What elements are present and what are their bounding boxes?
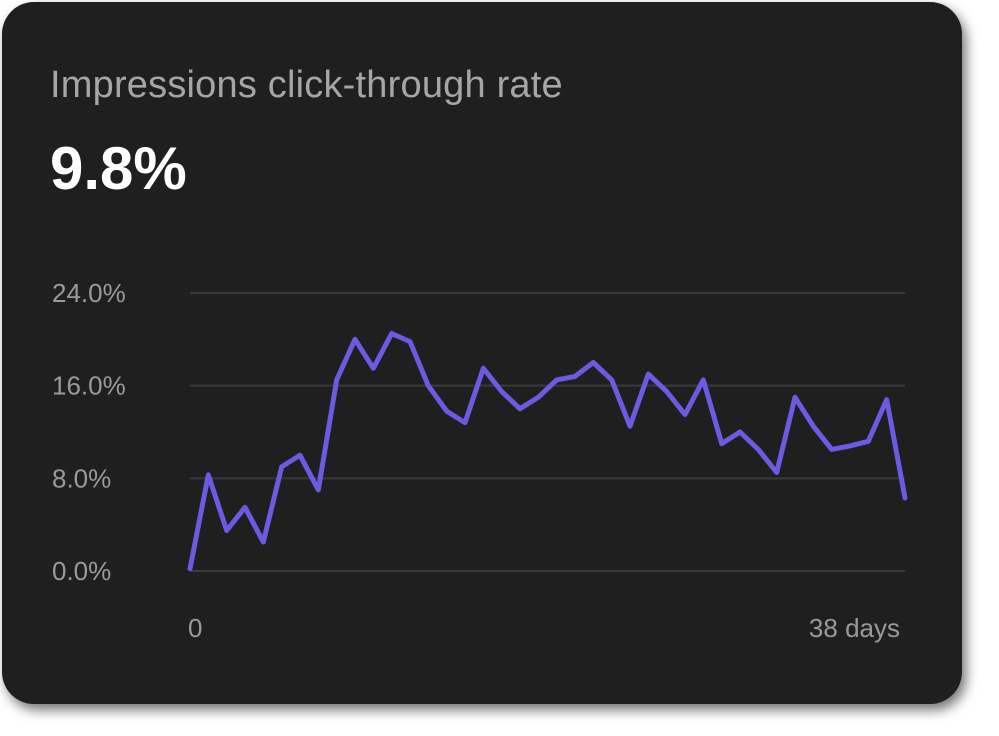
card-title: Impressions click-through rate [50, 64, 563, 106]
y-axis-labels: 0.0% 8.0% 16.0% 24.0% [52, 278, 126, 586]
x-tick-label-end: 38 days [809, 613, 900, 643]
chart-grid [190, 292, 905, 572]
y-tick-label: 16.0% [52, 371, 126, 401]
x-axis-labels: 0 38 days [188, 613, 900, 643]
ctr-value: 9.8% [50, 135, 187, 202]
chart-series [187, 331, 908, 572]
ctr-series-line [187, 331, 908, 572]
x-tick-label-start: 0 [188, 613, 202, 643]
y-tick-label: 24.0% [52, 278, 126, 308]
y-tick-label: 8.0% [52, 463, 111, 493]
y-tick-label: 0.0% [52, 556, 111, 586]
ctr-card: Impressions click-through rate 9.8% [2, 2, 962, 704]
